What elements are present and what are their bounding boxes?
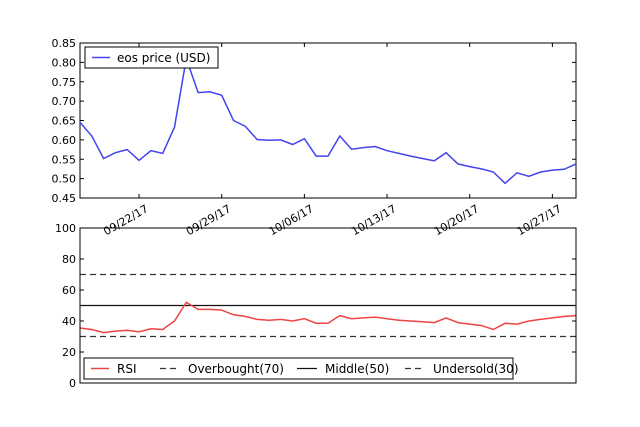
price-series-line	[79, 58, 577, 185]
rsi-y-tick-label: 0	[69, 377, 76, 390]
price-x-tick-label: 10/27/17	[515, 202, 564, 238]
price-y-ticks: 0.45 0.50 0.55 0.60 0.65 0.70 0.75 0.80 0.85	[52, 37, 576, 205]
price-legend-box	[84, 46, 219, 69]
rsi-axes-frame	[79, 227, 577, 384]
price-x-tick-label: 10/06/17	[267, 202, 316, 238]
price-y-tick-label: 0.50	[52, 173, 77, 186]
rsi-y-tick-label: 80	[62, 253, 76, 266]
price-y-tick-label: 0.60	[52, 134, 77, 147]
price-y-tick-label: 0.55	[52, 153, 77, 166]
price-y-tick-label: 0.80	[52, 56, 77, 69]
price-legend-label: eos price (USD)	[117, 51, 210, 65]
rsi-panel: 0 20 40 60 80 100 RSI Overbought(70) Middle(5…	[55, 222, 577, 390]
rsi-y-tick-label: 60	[62, 284, 76, 297]
rsi-y-ticks: 0 20 40 60 80 100	[55, 222, 576, 390]
price-y-tick-label: 0.65	[52, 115, 77, 128]
price-y-tick-label: 0.75	[52, 76, 77, 89]
rsi-y-tick-label: 20	[62, 346, 76, 359]
undersold-legend-label: Undersold(30)	[433, 362, 519, 376]
price-panel: 0.45 0.50 0.55 0.60 0.65 0.70 0.75 0.80 0.85 09/…	[52, 37, 577, 238]
rsi-series-line	[79, 301, 577, 334]
price-x-tick-label: 09/29/17	[184, 202, 233, 238]
price-y-tick-label: 0.85	[52, 37, 77, 50]
price-legend: eos price (USD)	[84, 46, 219, 69]
price-y-tick-label: 0.70	[52, 95, 77, 108]
price-x-tick-label: 09/22/17	[101, 202, 150, 238]
rsi-y-tick-label: 100	[55, 222, 76, 235]
rsi-legend-label: RSI	[117, 362, 137, 376]
price-x-ticks: 09/22/17 09/29/17 10/06/17 10/13/17 10/20/17…	[101, 43, 564, 238]
price-x-tick-label: 10/20/17	[432, 202, 481, 238]
rsi-y-tick-label: 40	[62, 315, 76, 328]
middle-legend-label: Middle(50)	[325, 362, 389, 376]
overbought-legend-label: Overbought(70)	[188, 362, 284, 376]
price-y-tick-label: 0.45	[52, 192, 77, 205]
price-x-tick-label: 10/13/17	[349, 202, 398, 238]
rsi-legend: RSI Overbought(70) Middle(50) Undersold(…	[83, 357, 519, 380]
